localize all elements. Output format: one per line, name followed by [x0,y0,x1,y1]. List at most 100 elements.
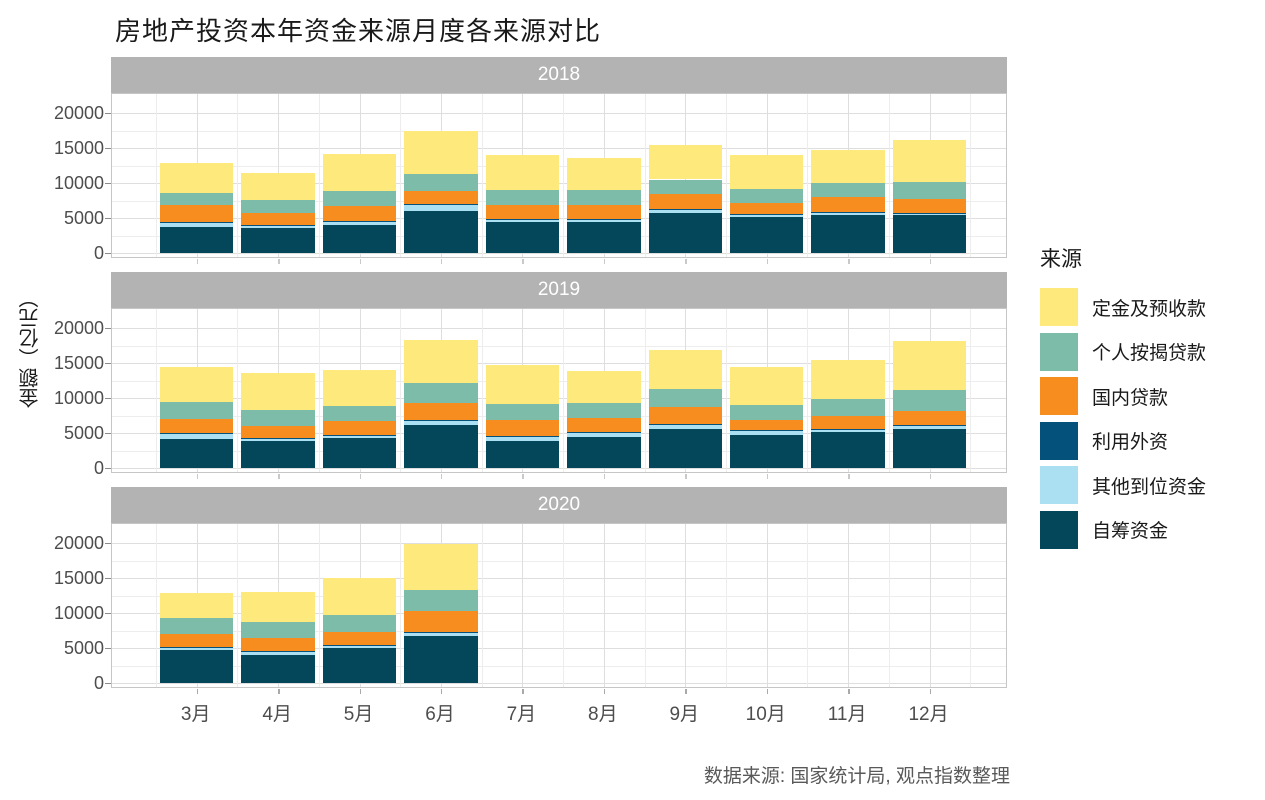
bar-segment-2020-3月-个人按揭贷款 [159,617,234,635]
bar-segment-2018-3月-其他到位资金 [159,222,234,227]
x-tick-label-7月: 7月 [506,704,537,725]
x-tick-mark [766,689,769,694]
bar-segment-2020-3月-自筹资金 [159,650,234,683]
legend-swatch [1040,510,1078,549]
y-tick-mark [105,542,111,544]
gridline-major [112,363,1006,364]
legend-item-个人按揭贷款: 个人按揭贷款 [1040,332,1206,371]
bar-segment-2019-6月-国内贷款 [404,402,478,421]
bar-segment-2018-3月-定金及预收款 [159,162,234,194]
gridline-minor [888,94,890,257]
bar-segment-2019-10月-个人按揭贷款 [729,404,804,421]
legend: 来源 定金及预收款 个人按揭贷款 国内贷款 利用外资 其他到位资金 自筹资金 [1040,243,1206,549]
x-tick-mark [929,474,932,479]
bar-segment-2019-11月-自筹资金 [811,431,885,468]
gridline-minor [400,94,402,257]
x-tick-mark [685,259,687,264]
legend-item-利用外资: 利用外资 [1040,421,1206,460]
gridline-major [848,524,850,687]
gridline-minor [807,524,809,687]
gridline-minor [807,309,809,472]
y-tick-mark [105,147,111,149]
y-tick-label: 20000 [53,533,104,553]
y-tick-label: 20000 [53,103,104,123]
bar-segment-2018-4月-其他到位资金 [241,224,315,229]
bar-segment-2018-8月-自筹资金 [567,221,641,253]
bar-segment-2019-4月-定金及预收款 [241,372,315,411]
x-tick-mark [440,259,443,264]
y-tick-label: 0 [93,458,104,478]
x-tick-mark [196,474,199,479]
gridline-major [112,648,1006,649]
y-tick-label: 15000 [53,568,104,588]
bar-segment-2018-11月-其他到位资金 [811,212,885,216]
y-tick-mark [105,362,111,364]
legend-label: 国内贷款 [1092,387,1169,409]
x-tick-mark [848,689,850,694]
gridline-major [685,524,687,687]
bar-segment-2020-6月-定金及预收款 [404,544,478,591]
bar-segment-2018-4月-定金及预收款 [241,172,315,200]
facet-strip-2018: 2018 [111,57,1007,93]
bar-segment-2019-3月-定金及预收款 [159,367,234,402]
bar-segment-2019-8月-定金及预收款 [567,371,641,403]
bar-segment-2019-9月-定金及预收款 [648,350,723,389]
bar-segment-2020-4月-国内贷款 [241,638,315,651]
bar-segment-2019-11月-个人按揭贷款 [811,399,885,416]
gridline-minor [155,524,157,687]
bar-segment-2019-7月-自筹资金 [485,440,560,468]
bar-segment-2019-8月-个人按揭贷款 [567,402,641,419]
x-tick-mark [196,259,199,264]
bar-segment-2019-5月-定金及预收款 [322,369,397,406]
facet-strip-2019: 2019 [111,272,1007,308]
bar-segment-2018-12月-其他到位资金 [892,213,967,215]
gridline-minor [563,309,565,472]
bar-segment-2018-6月-个人按揭贷款 [404,173,478,191]
gridline-minor [155,94,157,257]
bar-segment-2018-10月-国内贷款 [729,202,804,215]
bar-segment-2018-6月-其他到位资金 [404,204,478,211]
bar-segment-2019-4月-个人按揭贷款 [241,410,315,426]
bar-segment-2019-11月-国内贷款 [811,415,885,429]
bar-segment-2019-3月-国内贷款 [159,418,234,434]
bar-segment-2018-12月-个人按揭贷款 [892,182,967,200]
bar-segment-2018-6月-自筹资金 [404,210,478,253]
gridline-minor [112,630,1006,632]
y-tick-mark [105,577,111,579]
bar-segment-2018-10月-自筹资金 [729,216,804,253]
bar-segment-2019-12月-自筹资金 [892,429,967,468]
bar-segment-2018-12月-自筹资金 [892,214,967,253]
facet-panel-2018: 0 5000 10000 15000 20000 [54,93,1007,264]
legend-label: 自筹资金 [1092,521,1169,542]
bar-segment-2018-5月-定金及预收款 [322,154,397,192]
bar-segment-2019-3月-自筹资金 [159,438,234,468]
bar-segment-2019-8月-国内贷款 [567,418,641,432]
y-tick-mark [105,397,111,399]
legend-item-其他到位资金: 其他到位资金 [1040,466,1206,504]
gridline-major [112,468,1006,469]
bar-segment-2018-9月-定金及预收款 [648,144,723,180]
bar-segment-2020-4月-个人按揭贷款 [241,621,315,639]
bar-segment-2019-8月-其他到位资金 [567,431,641,437]
gridline-major [766,524,768,687]
x-tick-label-11月: 11月 [827,704,867,725]
gridline-major [112,253,1006,254]
bar-segment-2019-7月-定金及预收款 [485,364,560,405]
bar-segment-2018-3月-自筹资金 [159,226,234,253]
bar-segment-2020-3月-国内贷款 [159,634,234,648]
bar-segment-2018-11月-定金及预收款 [811,150,885,183]
gridline-minor [400,524,402,687]
bar-segment-2018-11月-国内贷款 [811,197,885,213]
y-tick-mark [105,182,111,184]
gridline-minor [888,309,890,472]
bar-segment-2019-4月-国内贷款 [241,425,315,439]
y-tick-mark [105,432,111,434]
y-tick-mark [105,467,111,469]
bar-segment-2020-5月-自筹资金 [322,647,397,683]
legend-title: 来源 [1040,248,1082,271]
legend-swatch [1040,332,1078,371]
x-tick-mark [603,474,606,479]
bar-segment-2018-4月-自筹资金 [241,228,315,253]
bar-segment-2018-6月-国内贷款 [404,190,478,205]
x-tick-mark [766,259,769,264]
